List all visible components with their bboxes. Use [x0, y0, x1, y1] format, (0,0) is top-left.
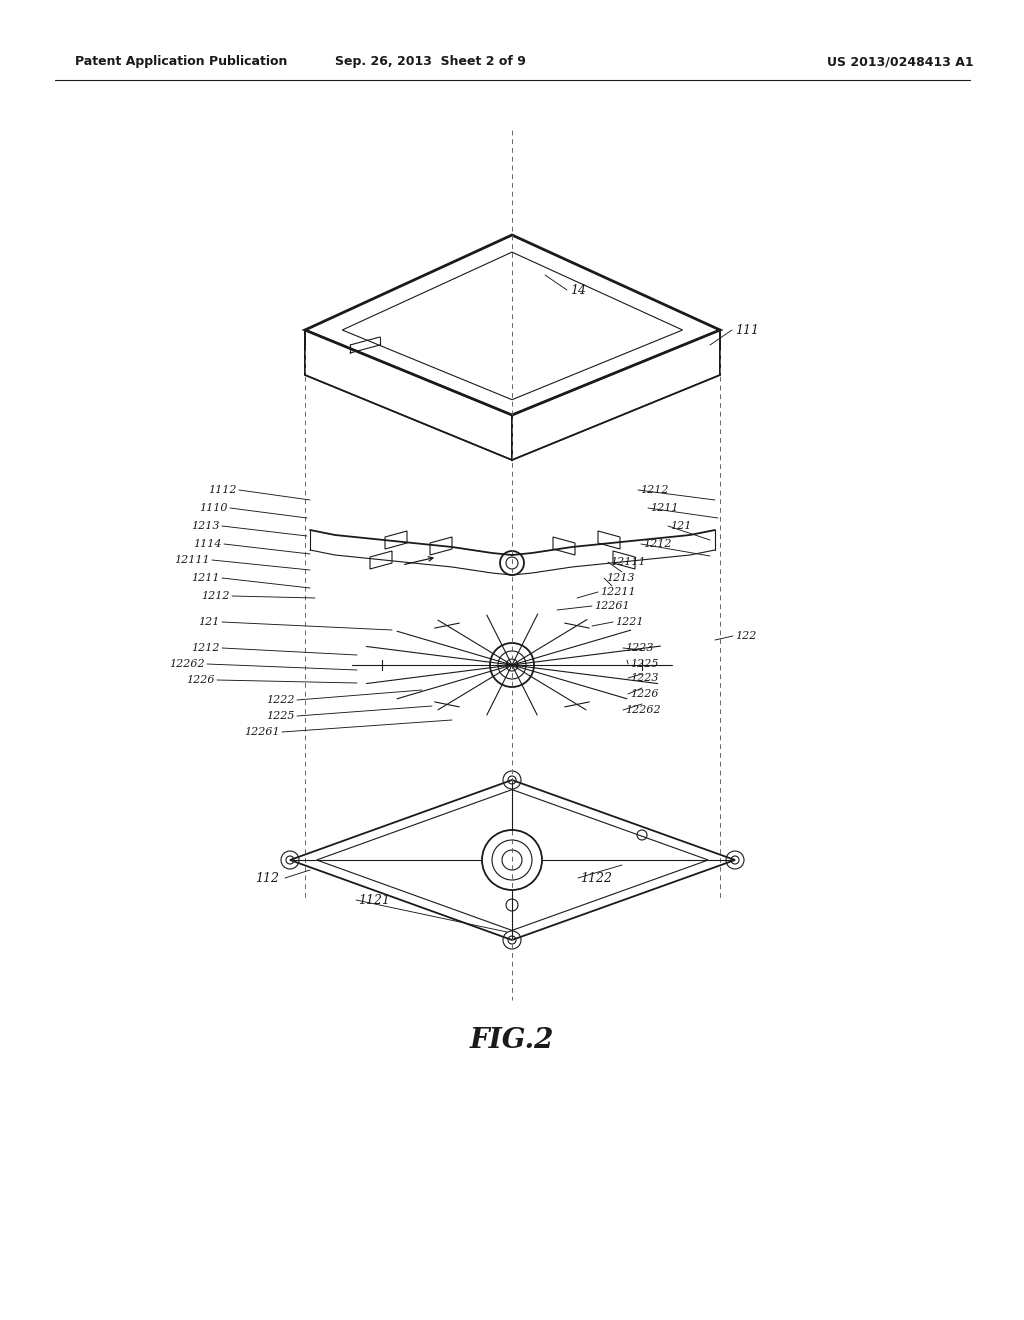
Text: 12262: 12262: [169, 659, 205, 669]
Text: 14: 14: [570, 284, 586, 297]
Text: 121: 121: [199, 616, 220, 627]
Text: Sep. 26, 2013  Sheet 2 of 9: Sep. 26, 2013 Sheet 2 of 9: [335, 55, 525, 69]
Text: 1112: 1112: [209, 484, 237, 495]
Text: 1211: 1211: [191, 573, 220, 583]
Text: 1213: 1213: [606, 573, 635, 583]
Text: 1121: 1121: [358, 894, 390, 907]
Text: 1226: 1226: [186, 675, 215, 685]
Text: 112: 112: [255, 871, 279, 884]
Text: 122: 122: [735, 631, 757, 642]
Text: 121: 121: [670, 521, 691, 531]
Text: 1223: 1223: [630, 673, 658, 682]
Text: 1222: 1222: [266, 696, 295, 705]
Text: 111: 111: [735, 323, 759, 337]
Text: FIG.2: FIG.2: [470, 1027, 554, 1053]
Text: 1221: 1221: [615, 616, 643, 627]
Text: 1223: 1223: [625, 643, 653, 653]
Text: 1225: 1225: [630, 659, 658, 669]
Text: 1212: 1212: [643, 539, 672, 549]
Text: 1110: 1110: [200, 503, 228, 513]
Text: 1212: 1212: [202, 591, 230, 601]
Text: 1212: 1212: [640, 484, 669, 495]
Text: 12111: 12111: [174, 554, 210, 565]
Text: 12211: 12211: [600, 587, 636, 597]
Text: 1122: 1122: [580, 871, 612, 884]
Text: 12261: 12261: [245, 727, 280, 737]
Text: 1211: 1211: [650, 503, 679, 513]
Text: US 2013/0248413 A1: US 2013/0248413 A1: [826, 55, 974, 69]
Text: 12261: 12261: [594, 601, 630, 611]
Text: Patent Application Publication: Patent Application Publication: [75, 55, 288, 69]
Text: 12111: 12111: [610, 557, 645, 568]
Text: 1114: 1114: [194, 539, 222, 549]
Text: 1225: 1225: [266, 711, 295, 721]
Text: 1226: 1226: [630, 689, 658, 700]
Text: 1212: 1212: [191, 643, 220, 653]
Text: 1213: 1213: [191, 521, 220, 531]
Text: 12262: 12262: [625, 705, 660, 715]
